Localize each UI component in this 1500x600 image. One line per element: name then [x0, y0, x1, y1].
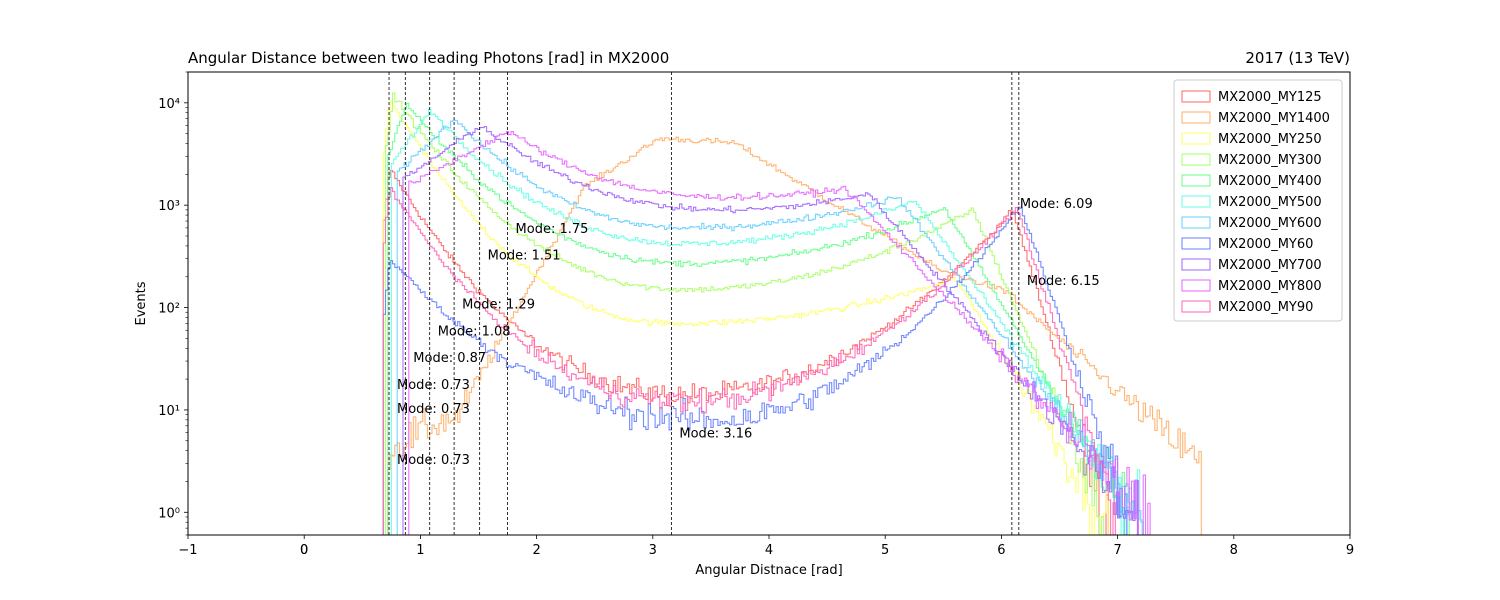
legend-swatch [1181, 90, 1211, 103]
mode-annotation: Mode: 1.29 [462, 297, 535, 312]
chart-title: Angular Distance between two leading Pho… [188, 49, 670, 67]
legend-label: MX2000_MY800 [1218, 279, 1322, 294]
legend-swatch [1181, 258, 1211, 271]
x-tick-label: 6 [997, 543, 1005, 558]
legend-label: MX2000_MY300 [1218, 153, 1322, 168]
series-line-mx2000_my700 [402, 125, 1138, 535]
x-tick-label: −1 [178, 543, 197, 558]
x-axis-label: Angular Distnace [rad] [695, 563, 842, 578]
legend-label: MX2000_MY400 [1218, 174, 1322, 189]
x-tick-label: 1 [416, 543, 424, 558]
legend-box [1173, 79, 1343, 322]
mode-annotation: Mode: 0.87 [413, 351, 486, 366]
x-tick-label: 2 [532, 543, 540, 558]
series-line-mx2000_my400 [387, 102, 1130, 535]
legend-label: MX2000_MY90 [1218, 300, 1313, 315]
x-tick-label: 0 [300, 543, 308, 558]
series-line-mx2000_my90 [382, 187, 1116, 535]
mode-annotation: Mode: 0.73 [397, 453, 470, 468]
x-tick-label: 3 [649, 543, 657, 558]
y-tick-label: 10¹ [158, 404, 180, 419]
x-tick-label-extra: 0 [300, 543, 308, 558]
legend-label: MX2000_MY600 [1218, 216, 1322, 231]
mode-annotation: Mode: 0.73 [397, 378, 470, 393]
legend-swatch [1181, 216, 1211, 229]
legend-label: MX2000_MY1400 [1218, 111, 1330, 126]
series-line-mx2000_my60 [382, 206, 1128, 535]
x-tick-label: 7 [1113, 543, 1121, 558]
mode-annotation: Mode: 3.16 [679, 427, 752, 442]
legend-swatch [1181, 132, 1211, 145]
y-tick-label: 10³ [158, 199, 180, 214]
legend-swatch [1181, 237, 1211, 250]
y-tick-label: 10⁰ [158, 506, 180, 521]
x-tick-label: 4 [765, 543, 773, 558]
series-line-mx2000_my300 [384, 92, 1105, 535]
mode-annotation: Mode: 6.15 [1027, 274, 1100, 289]
x-tick-label: 8 [1230, 543, 1238, 558]
x-tick-label: 9 [1346, 543, 1354, 558]
legend-label: MX2000_MY125 [1218, 90, 1322, 105]
y-tick-label: 10² [158, 302, 180, 317]
mode-annotation: Mode: 0.73 [397, 402, 470, 417]
legend-swatch [1181, 174, 1211, 187]
legend-swatch [1181, 111, 1211, 124]
series-line-mx2000_my500 [390, 108, 1143, 535]
legend-label: MX2000_MY500 [1218, 195, 1322, 210]
legend-swatch [1181, 195, 1211, 208]
chart-title-right: 2017 (13 TeV) [1245, 49, 1350, 67]
mode-annotation: Mode: 1.08 [438, 324, 511, 339]
series-line-mx2000_my250 [382, 100, 1109, 535]
mode-annotation: Mode: 1.75 [516, 222, 589, 237]
mode-annotation: Mode: 6.09 [1020, 197, 1093, 212]
series-group [382, 72, 1202, 535]
legend-swatch [1181, 300, 1211, 313]
x-tick-label: 5 [881, 543, 889, 558]
legend-swatch [1181, 153, 1211, 166]
legend: MX2000_MY125 MX2000_MY1400 MX2000_MY250 MX2… [1173, 79, 1343, 322]
mode-annotation: Mode: 1.51 [488, 248, 561, 263]
series-line-mx2000_my800 [408, 131, 1151, 535]
series-line-mx2000_my1400 [387, 136, 1202, 535]
series-line-mx2000_my600 [396, 119, 1144, 535]
legend-label: MX2000_MY250 [1218, 132, 1322, 147]
legend-label: MX2000_MY60 [1218, 237, 1313, 252]
y-tick-label: 10⁴ [158, 97, 180, 112]
legend-label: MX2000_MY700 [1218, 258, 1322, 273]
y-axis-label: Events [134, 281, 149, 325]
legend-swatch [1181, 279, 1211, 292]
